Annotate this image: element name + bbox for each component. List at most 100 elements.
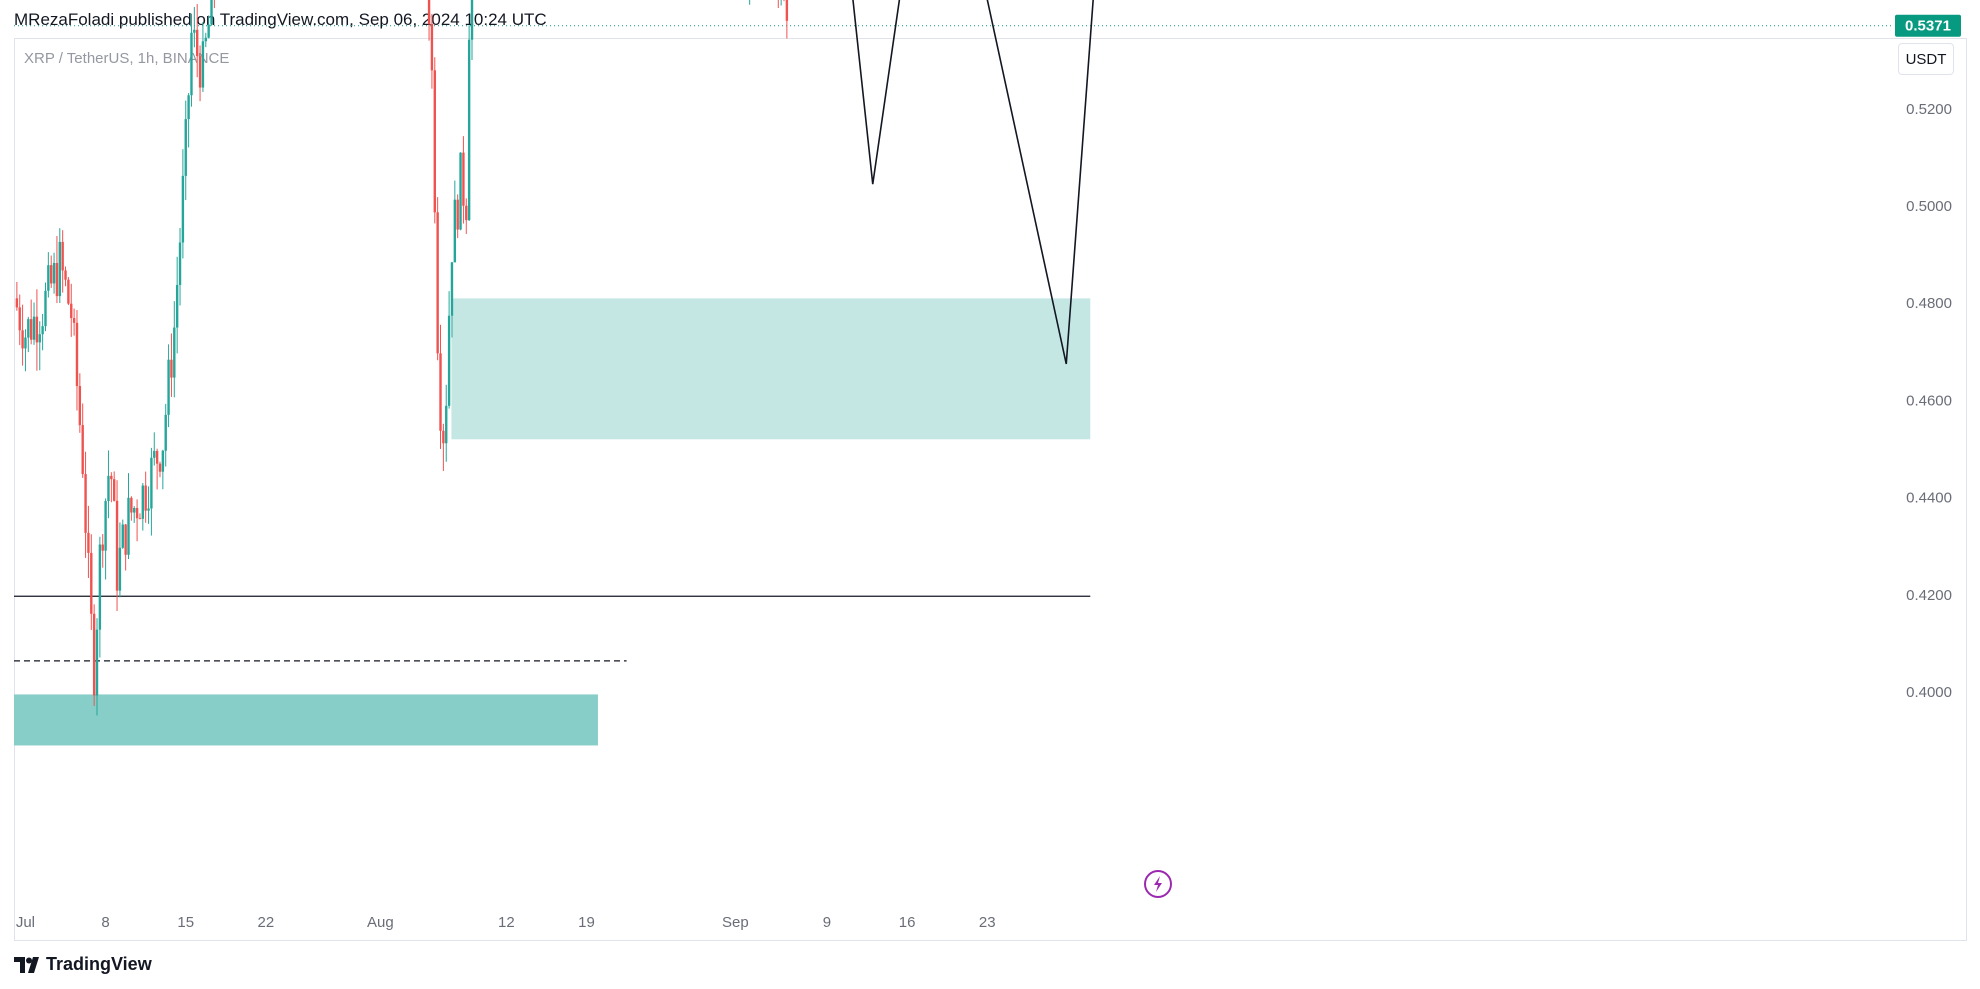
projection-path[interactable] xyxy=(852,0,1136,365)
candle-body-148 xyxy=(439,353,442,431)
publisher-caption: MRezaFoladi published on TradingView.com… xyxy=(14,10,547,29)
candle-body-151 xyxy=(447,315,451,406)
candle-body-58 xyxy=(181,175,185,243)
candle-body-38 xyxy=(124,524,127,555)
candle-body-41 xyxy=(133,508,136,513)
candle-body-150 xyxy=(445,405,448,444)
candle-body-50 xyxy=(158,463,162,472)
candle-body-65 xyxy=(201,41,205,88)
candle-body-57 xyxy=(178,242,182,285)
y-tick-label-11: 0.4600 xyxy=(1906,392,1952,409)
candle-body-145 xyxy=(430,23,434,71)
price-axis: 0.72000.70000.68000.66000.64000.62000.60… xyxy=(1906,101,1952,701)
candle-body-43 xyxy=(138,518,142,520)
candle-body-1 xyxy=(18,307,21,331)
candle-body-32 xyxy=(107,475,110,502)
candle-body-5 xyxy=(29,319,33,340)
candle-body-147 xyxy=(436,212,439,354)
candle-body-45 xyxy=(144,485,147,511)
y-tick-label-9: 0.5000 xyxy=(1906,198,1952,215)
candle-body-22 xyxy=(78,386,82,426)
candle-body-146 xyxy=(433,70,436,213)
x-tick-label-1: 8 xyxy=(101,914,109,931)
currency-unit-button[interactable]: USDT xyxy=(1898,43,1954,75)
candle-body-12 xyxy=(50,265,53,284)
candle-body-56 xyxy=(175,284,179,328)
candle-body-67 xyxy=(207,24,210,38)
x-tick-label-8: 9 xyxy=(823,914,831,931)
candle-body-4 xyxy=(27,319,30,338)
zones-layer xyxy=(14,298,1091,746)
y-tick-label-10: 0.4800 xyxy=(1906,295,1952,312)
x-tick-label-3: 22 xyxy=(258,914,275,931)
candle-body-0 xyxy=(15,298,19,308)
x-tick-label-0: Jul xyxy=(16,914,35,931)
candle-body-33 xyxy=(110,475,113,480)
candle-body-152 xyxy=(450,262,454,316)
zone-1[interactable] xyxy=(14,694,598,746)
candle-body-26 xyxy=(90,552,93,614)
tradingview-mark-icon xyxy=(14,956,39,973)
levels-layer: Secret Signal xyxy=(14,25,1892,662)
candle-body-42 xyxy=(135,508,139,519)
candle-body-144 xyxy=(427,0,431,24)
zone-0[interactable] xyxy=(451,298,1091,440)
x-tick-label-10: 23 xyxy=(979,914,996,931)
candle-body-13 xyxy=(52,262,56,284)
lightning-bolt-icon xyxy=(1154,876,1162,892)
candle-body-35 xyxy=(115,500,119,591)
x-tick-label-7: Sep xyxy=(722,914,749,931)
candle-body-15 xyxy=(58,241,61,297)
candle-body-159 xyxy=(470,0,474,40)
price-badge-label-1: 0.5371 xyxy=(1905,18,1951,35)
candle-body-37 xyxy=(121,524,124,548)
candle-body-61 xyxy=(190,32,193,96)
candle-body-46 xyxy=(147,508,150,511)
tradingview-brand-text: TradingView xyxy=(46,954,152,974)
candle-body-20 xyxy=(72,318,76,323)
candle-body-40 xyxy=(130,497,133,513)
x-tick-label-9: 16 xyxy=(899,914,916,931)
time-axis: Jul 8 15 22 Aug 12 19 Sep 9 16 23 xyxy=(16,914,996,931)
candle-body-66 xyxy=(204,37,207,42)
candle-body-11 xyxy=(47,265,50,291)
y-tick-label-8: 0.5200 xyxy=(1906,101,1952,118)
candle-body-156 xyxy=(462,152,465,206)
candle-body-269 xyxy=(785,0,789,21)
candle-body-14 xyxy=(55,262,59,297)
projection-layer xyxy=(852,0,1136,365)
candle-body-3 xyxy=(24,337,27,349)
candle-body-39 xyxy=(127,497,130,555)
price-badge-1 xyxy=(1895,14,1961,37)
candle-body-21 xyxy=(75,322,79,387)
candle-body-52 xyxy=(164,414,167,451)
candle-body-9 xyxy=(41,326,44,335)
candle-body-68 xyxy=(210,0,213,25)
candle-body-47 xyxy=(150,457,153,509)
candle-body-149 xyxy=(442,430,445,444)
candle-body-64 xyxy=(198,56,202,88)
candle-body-158 xyxy=(467,39,471,221)
y-tick-label-12: 0.4400 xyxy=(1906,490,1952,507)
candle-body-24 xyxy=(84,474,87,533)
candle-body-154 xyxy=(456,199,459,230)
candle-body-16 xyxy=(61,241,64,271)
x-tick-label-5: 12 xyxy=(498,914,515,931)
candle-body-23 xyxy=(81,425,84,475)
candle-body-54 xyxy=(170,359,173,378)
candles-layer xyxy=(15,0,789,716)
candle-body-53 xyxy=(167,359,170,415)
tradingview-logo[interactable]: TradingView xyxy=(14,954,152,975)
candle-body-29 xyxy=(98,544,102,630)
candle-body-51 xyxy=(161,450,165,472)
x-tick-label-6: 19 xyxy=(578,914,595,931)
candle-body-44 xyxy=(141,485,145,519)
candle-body-36 xyxy=(118,547,122,591)
candle-body-55 xyxy=(173,327,176,378)
candle-body-48 xyxy=(153,450,156,458)
candle-body-8 xyxy=(38,334,41,343)
candle-body-31 xyxy=(104,501,107,551)
candle-body-6 xyxy=(32,316,36,340)
chart-extras xyxy=(1144,870,1172,898)
